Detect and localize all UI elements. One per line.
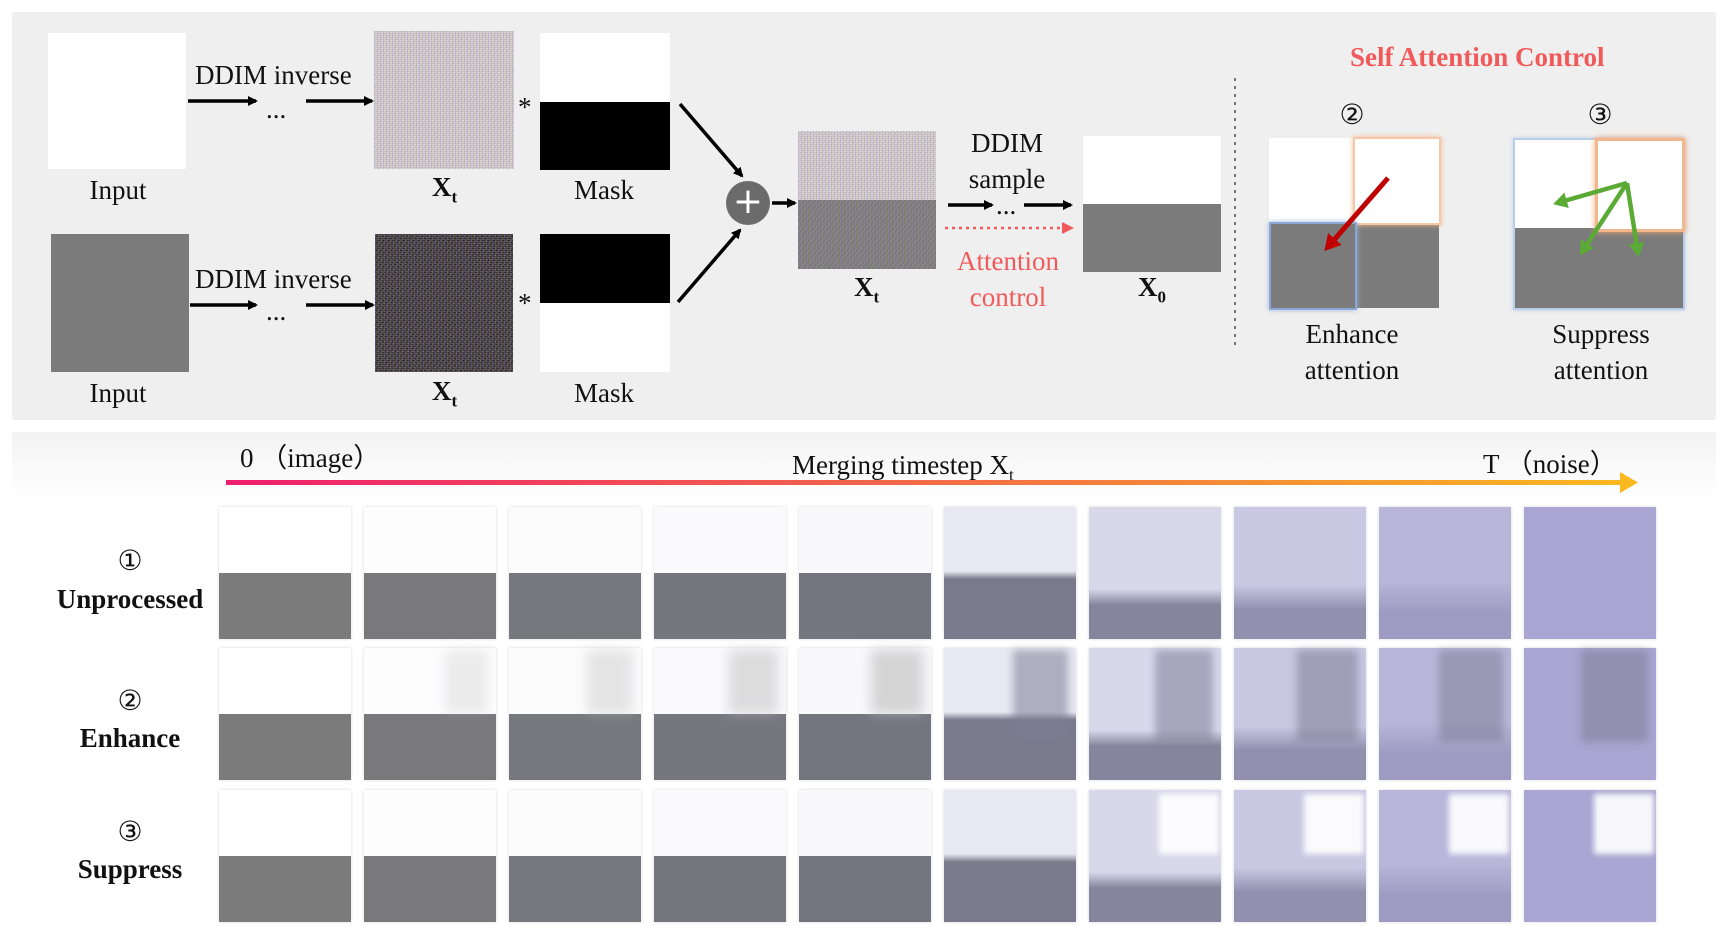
- thumbnail-suppress-6: [944, 790, 1076, 922]
- ddim-inverse-label-1: DDIM inverse: [195, 60, 352, 90]
- timeline-start-label: 0 （image）: [240, 443, 381, 473]
- thumbnail-unprocessed-10: [1524, 507, 1656, 639]
- multiply-star-2: *: [518, 288, 532, 318]
- enhance-artifact: [1155, 650, 1213, 742]
- arrow-group: [188, 96, 1073, 310]
- arrow-mask2-to-plus: [676, 228, 742, 304]
- attention-control-label-1: Attention: [957, 246, 1059, 276]
- enhance-attention-label-2: attention: [1304, 355, 1400, 385]
- mask-1: [540, 33, 670, 170]
- x0-label: X0: [1138, 272, 1166, 307]
- thumbnail-enhance-3: [509, 648, 641, 780]
- mask-2: [540, 234, 670, 372]
- thumbnail-suppress-2: [364, 790, 496, 922]
- row-number-enhance: ②: [117, 684, 143, 717]
- suppress-number: ③: [1587, 98, 1613, 131]
- plus-circle-icon: +: [726, 181, 770, 225]
- enhance-diagram: [1269, 137, 1441, 310]
- thumbnail-suppress-7: [1089, 790, 1221, 922]
- enhance-artifact: [871, 650, 923, 714]
- thumbnail-enhance-4: [654, 648, 786, 780]
- enhance-artifact: [1581, 650, 1648, 742]
- thumbnail-suppress-10: [1524, 790, 1656, 922]
- timeline-arrow: [226, 472, 1638, 493]
- output-x0: [1083, 136, 1221, 272]
- thumbnail-unprocessed-6: [944, 507, 1076, 639]
- timeline-middle-label: Merging timestep Xt: [792, 450, 1014, 485]
- suppress-arrows: [1553, 180, 1645, 257]
- ddim-inverse-label-2: DDIM inverse: [195, 264, 352, 294]
- enhance-attention-label-1: Enhance: [1305, 319, 1399, 349]
- enhance-artifact: [729, 650, 778, 714]
- ellipsis-2: ...: [266, 296, 287, 326]
- thumbnail-suppress-9: [1379, 790, 1511, 922]
- suppress-diagram: [1513, 138, 1685, 310]
- xt-label-2: Xt: [432, 376, 458, 411]
- xt-label-1: Xt: [432, 172, 458, 207]
- thumbnail-unprocessed-1: [219, 507, 351, 639]
- ddim-sample-label-2: sample: [968, 164, 1046, 194]
- ellipsis-1: ...: [266, 94, 287, 124]
- mask-label-1: Mask: [574, 175, 634, 205]
- row-number-suppress: ③: [117, 815, 143, 848]
- mask-label-2: Mask: [574, 378, 634, 408]
- thumbnail-suppress-8: [1234, 790, 1366, 922]
- thumbnail-enhance-5: [799, 648, 931, 780]
- enhance-arrow: [1324, 176, 1390, 252]
- thumbnail-unprocessed-3: [509, 507, 641, 639]
- thumbnail-suppress-4: [654, 790, 786, 922]
- merged-latent: [798, 131, 936, 269]
- pipeline-arrows: [188, 78, 1645, 350]
- suppress-artifact: [1159, 794, 1219, 854]
- suppress-artifact: [1594, 794, 1654, 854]
- row-label-enhance: Enhance: [79, 723, 181, 753]
- row-number-unprocessed: ①: [117, 544, 143, 577]
- thumbnail-suppress-3: [509, 790, 641, 922]
- input-image-white: [48, 33, 186, 169]
- enhance-artifact: [1439, 650, 1503, 742]
- suppress-attention-label-2: attention: [1553, 355, 1649, 385]
- thumbnail-unprocessed-4: [654, 507, 786, 639]
- input-label-1: Input: [89, 175, 147, 205]
- enhance-artifact: [587, 650, 633, 714]
- thumbnail-enhance-6: [944, 648, 1076, 780]
- arrow-mask1-to-plus: [678, 102, 744, 178]
- thumbnail-enhance-2: [364, 648, 496, 780]
- thumbnail-enhance-9: [1379, 648, 1511, 780]
- row-label-suppress: Suppress: [77, 854, 183, 884]
- enhance-number: ②: [1339, 98, 1365, 131]
- thumbnail-suppress-5: [799, 790, 931, 922]
- ellipsis-3: ...: [996, 190, 1017, 220]
- timeline-end-label: T （noise）: [1483, 449, 1617, 479]
- row-label-unprocessed: Unprocessed: [56, 584, 204, 614]
- thumbnail-unprocessed-2: [364, 507, 496, 639]
- enhance-artifact: [1013, 650, 1068, 742]
- input-label-2: Input: [89, 378, 147, 408]
- ddim-sample-label-1: DDIM: [971, 128, 1043, 158]
- thumbnail-enhance-8: [1234, 648, 1366, 780]
- thumbnail-unprocessed-5: [799, 507, 931, 639]
- suppress-attention-label-1: Suppress: [1552, 319, 1650, 349]
- xt-label-merged: Xt: [854, 272, 880, 307]
- suppress-artifact: [1449, 794, 1509, 854]
- thumbnail-enhance-7: [1089, 648, 1221, 780]
- noise-latent-dark: [375, 234, 513, 372]
- noise-latent-light: [374, 31, 514, 169]
- thumbnail-unprocessed-9: [1379, 507, 1511, 639]
- thumbnail-unprocessed-7: [1089, 507, 1221, 639]
- suppress-artifact: [1304, 794, 1364, 854]
- thumbnail-enhance-10: [1524, 648, 1656, 780]
- attention-control-label-2: control: [969, 282, 1047, 312]
- thumbnail-enhance-1: [219, 648, 351, 780]
- self-attention-title: Self Attention Control: [1350, 42, 1605, 72]
- multiply-star-1: *: [518, 92, 532, 122]
- thumbnail-unprocessed-8: [1234, 507, 1366, 639]
- thumbnail-suppress-1: [219, 790, 351, 922]
- enhance-artifact: [1297, 650, 1358, 742]
- input-image-gray: [51, 234, 189, 372]
- enhance-artifact: [445, 650, 488, 714]
